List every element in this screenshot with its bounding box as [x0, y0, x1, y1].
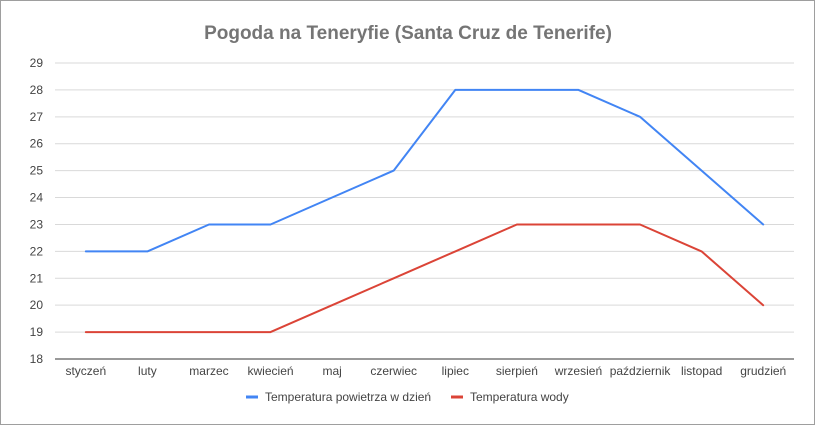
- legend: Temperatura powietrza w dzień Temperatura…: [246, 390, 569, 404]
- y-tick-label: 28: [30, 83, 44, 97]
- series-line-1: [84, 88, 765, 253]
- y-tick-label: 18: [30, 352, 44, 366]
- y-tick-label: 26: [30, 137, 44, 151]
- y-tick-label: 29: [30, 56, 44, 70]
- legend-label: Temperatura powietrza w dzień: [265, 390, 431, 404]
- y-tick-label: 25: [30, 164, 44, 178]
- series-lines: [84, 88, 765, 334]
- y-tick-label: 23: [30, 217, 44, 231]
- y-axis-ticks: 18 19 20 21 22 23 24 25 26 27 28 29: [30, 56, 44, 366]
- x-tick-label: lipiec: [442, 364, 469, 378]
- y-tick-label: 22: [30, 244, 44, 258]
- x-tick-label: marzec: [189, 364, 228, 378]
- x-tick-label: październik: [610, 364, 672, 378]
- chart-title: Pogoda na Teneryfie (Santa Cruz de Tener…: [204, 23, 612, 44]
- y-tick-label: 19: [30, 325, 44, 339]
- x-tick-label: luty: [138, 364, 157, 378]
- legend-label: Temperatura wody: [470, 390, 569, 404]
- legend-item-1: Temperatura powietrza w dzień: [246, 390, 431, 404]
- series-line-2: [84, 223, 765, 334]
- y-tick-label: 21: [30, 271, 44, 285]
- y-tick-label: 24: [30, 191, 44, 205]
- x-tick-label: kwiecień: [248, 364, 294, 378]
- x-tick-label: wrzesień: [554, 364, 602, 378]
- x-tick-label: listopad: [681, 364, 722, 378]
- x-tick-label: czerwiec: [370, 364, 417, 378]
- legend-item-2: Temperatura wody: [451, 390, 569, 404]
- x-tick-label: maj: [322, 364, 341, 378]
- y-tick-label: 20: [30, 298, 44, 312]
- grid-lines: [55, 62, 794, 333]
- y-tick-label: 27: [30, 110, 44, 124]
- x-axis-ticks: styczeń luty marzec kwiecień maj czerwiec lipi…: [65, 364, 786, 378]
- x-tick-label: sierpień: [496, 364, 538, 378]
- x-tick-label: styczeń: [65, 364, 106, 378]
- x-tick-label: grudzień: [740, 364, 786, 378]
